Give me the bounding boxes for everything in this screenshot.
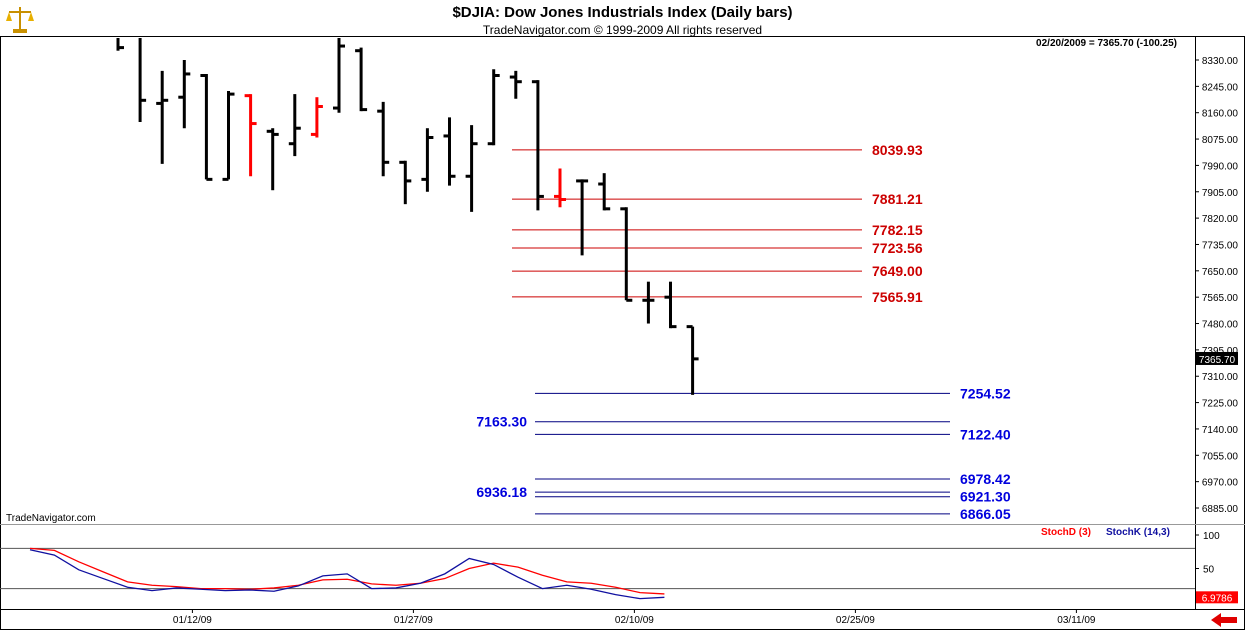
resistance-label: 8039.93 [872,142,923,158]
price-tick-label: 7310.00 [1202,372,1239,383]
ohlc-bar [116,38,124,51]
price-tick-label: 8160.00 [1202,109,1239,120]
scales-logo-icon [6,7,34,33]
price-tick-label: 7565.00 [1202,293,1239,304]
ohlc-bar [487,69,500,146]
time-tick-label: 02/10/09 [615,615,654,626]
stochastic-panel: 100 50 6.9786 [0,531,1238,604]
support-label: 7122.40 [960,426,1011,442]
ohlc-bar [465,125,478,212]
price-axis-ticks: 8330.00 8245.00 8160.00 8075.00 7990.00 7905.… [1195,56,1238,515]
time-axis-ticks: 01/12/09 01/27/09 02/10/09 02/25/09 03/11/09 [173,609,1096,626]
support-label: 6936.18 [476,484,527,500]
ohlc-bar [664,281,677,329]
legend-stochk: StochK (14,3) [1106,527,1170,538]
resistance-label: 7881.21 [872,191,923,207]
ohlc-bar [399,160,412,205]
price-tick-label: 8075.00 [1202,135,1239,146]
time-tick-label: 01/12/09 [173,615,212,626]
support-label: 6866.05 [960,506,1011,522]
price-tick-label: 7225.00 [1202,399,1239,410]
support-label: 7254.52 [960,385,1011,401]
stoch-current-label: 6.9786 [1202,593,1233,604]
copyright-line: TradeNavigator.com © 1999-2009 All right… [482,23,763,37]
price-tick-label: 6885.00 [1202,504,1239,515]
price-tick-label: 7820.00 [1202,214,1239,225]
ohlc-bar [200,73,213,181]
price-tick-label: 7735.00 [1202,240,1239,251]
ohlc-bar [531,80,544,211]
ohlc-bar [576,179,589,256]
last-price-stamp: 02/20/2009 = 7365.70 (-100.25) [1036,38,1177,49]
stoch-tick-label: 100 [1203,531,1220,542]
current-price-label: 7365.70 [1199,355,1236,366]
support-label: 7163.30 [476,414,527,430]
ohlc-bar [310,97,323,138]
watermark: TradeNavigator.com [6,513,96,524]
ohlc-bar [355,47,368,112]
ohlc-bar [642,281,655,324]
ohlc-bar [377,101,390,177]
time-tick-label: 01/27/09 [394,615,433,626]
price-tick-label: 7140.00 [1202,425,1239,436]
price-tick-label: 7395.00 [1202,346,1239,357]
price-tick-label: 7905.00 [1202,188,1239,199]
ohlc-bar [620,207,633,302]
time-tick-label: 03/11/09 [1057,615,1096,626]
price-tick-label: 6970.00 [1202,478,1239,489]
price-tick-label: 8330.00 [1202,56,1239,67]
level-labels-layer: 8039.93 7881.21 7782.15 7723.56 7649.00 7565.… [476,142,1010,522]
support-label: 6978.42 [960,471,1011,487]
current-price-tag [1196,351,1238,365]
resistance-label: 7723.56 [872,240,923,256]
ohlc-bar [509,70,522,99]
resistance-label: 7782.15 [872,222,923,238]
ohlc-bar [333,38,345,113]
ohlc-bar [244,94,257,177]
ohlc-bars-layer [116,38,699,395]
price-tick-label: 7480.00 [1202,320,1239,331]
resistance-label: 7565.91 [872,289,923,305]
ohlc-bar [554,168,566,208]
legend-stochd: StochD (3) [1041,527,1091,538]
resistance-label: 7649.00 [872,263,923,279]
left-arrow-icon[interactable] [1209,612,1239,628]
price-tick-label: 7990.00 [1202,161,1239,172]
price-tick-label: 7055.00 [1202,451,1239,462]
levels-layer [512,149,950,515]
ohlc-bar [156,70,169,164]
stoch-tick-label: 50 [1203,565,1215,576]
stoch-current-tag [1196,591,1238,604]
chart-title: $DJIA: Dow Jones Industrials Index (Dail… [452,4,793,21]
ohlc-bar [421,128,434,192]
price-tick-label: 8245.00 [1202,82,1239,93]
ohlc-bar [686,325,699,395]
stochk-line [29,549,665,600]
ohlc-bar [266,128,279,191]
ohlc-bar [288,94,301,157]
stochd-line [29,547,665,595]
ohlc-bar [138,38,147,123]
ohlc-bar [178,60,191,129]
ohlc-bar [443,117,456,186]
time-tick-label: 02/25/09 [836,615,875,626]
ohlc-bar [222,91,235,181]
ohlc-bar [598,173,611,211]
price-tick-label: 7650.00 [1202,267,1239,278]
support-label: 6921.30 [960,489,1011,505]
